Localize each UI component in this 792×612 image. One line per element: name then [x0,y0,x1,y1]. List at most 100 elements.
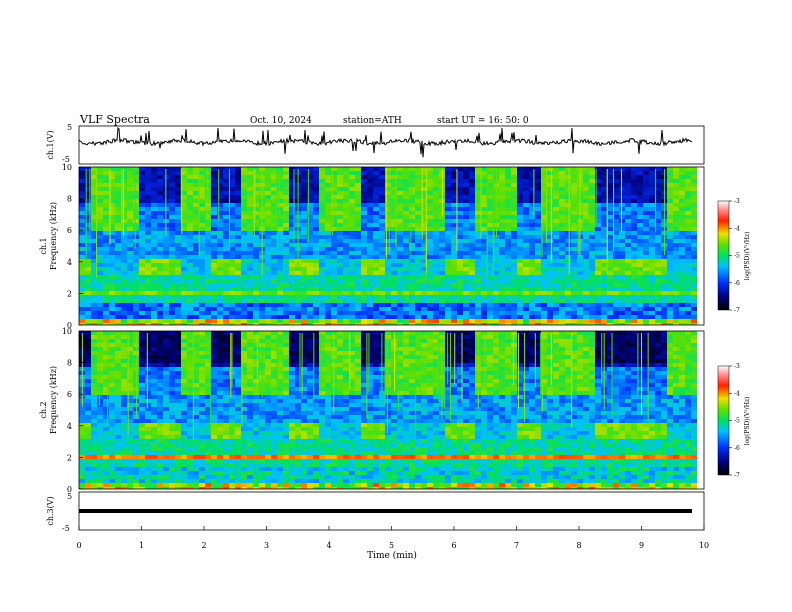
spectrogram-cell [469,295,475,299]
spectrogram-cell [601,307,607,311]
spectrogram-cell [157,243,163,247]
spectrogram-cell [169,247,175,251]
spectrogram-cell [667,291,673,295]
spectrogram-cell [667,175,673,179]
spectrogram-cell [607,291,613,295]
spectrogram-cell [667,283,673,287]
spectrogram-cell [169,255,175,259]
spectrogram-cell [661,223,667,227]
spectrogram-cell [85,363,91,367]
spectrogram-cell [115,299,121,303]
spectrogram-cell [265,215,271,219]
spectrogram-cell [175,455,181,459]
spectrogram-cell [397,219,403,223]
spectrogram-cell [673,251,679,255]
spectrogram-cell [517,283,523,287]
spectrogram-cell [163,395,169,399]
spectrogram-cell [493,291,499,295]
spectrogram-cell [529,195,535,199]
spectrogram-cell [541,231,547,235]
spectrogram-cell [175,203,181,207]
spectrogram-cell [661,311,667,315]
spectrogram-cell [535,171,541,175]
spectrogram-cell [127,191,133,195]
spectrogram-cell [475,171,481,175]
spectrogram-cell [319,171,325,175]
spectrogram-cell [601,239,607,243]
spectrogram-cell [91,183,97,187]
spectrogram-cell [121,187,127,191]
spectrogram-cell [259,279,265,283]
spectrogram-cell [421,291,427,295]
spectrogram-cell [151,219,157,223]
spectrogram-cell [583,287,589,291]
spectrogram-cell [613,251,619,255]
spectrogram-cell [229,227,235,231]
spectrogram-cell [655,231,661,235]
spectrogram-cell [481,171,487,175]
spectrogram-cell [247,307,253,311]
spectrogram-cell [205,239,211,243]
spectrogram-cell [103,251,109,255]
spectrogram-cell [139,279,145,283]
spectrogram-cell [205,271,211,275]
spectrogram-cell [427,307,433,311]
spectrogram-cell [397,171,403,175]
spectrogram-cell [661,183,667,187]
spectrogram-cell [367,179,373,183]
spectrogram-cell [253,323,259,325]
spectrogram-cell [181,203,187,207]
spectrogram-cell [469,191,475,195]
spectrogram-cell [241,211,247,215]
spectrogram-cell [661,287,667,291]
spectrogram-cell [661,195,667,199]
spectrogram-cell [583,199,589,203]
spectrogram-cell [289,255,295,259]
spectrogram-cell [583,183,589,187]
spectrogram-cell [361,191,367,195]
spectrogram-cell [553,227,559,231]
spectrogram-cell [163,279,169,283]
spectrogram-cell [511,291,517,295]
spectrogram-cell [247,291,253,295]
spectrogram-cell [631,219,637,223]
spectrogram-cell [133,415,139,419]
spectrogram-cell [391,215,397,219]
spectrogram-cell [397,271,403,275]
spectrogram-cell [97,303,103,307]
spectrogram-cell [349,199,355,203]
spectrogram-cell [493,303,499,307]
spectrogram-cell [499,179,505,183]
spectrogram-cell [373,323,379,325]
spectrogram-cell [181,215,187,219]
spectrogram-cell [163,335,169,339]
spectrogram-cell [571,299,577,303]
spectrogram-cell [235,235,241,239]
spectrogram-cell [85,435,91,439]
spectrogram-cell [157,403,163,407]
spectrogram-cell [241,319,247,323]
spectrogram-cell [139,287,145,291]
spectrogram-cell [283,219,289,223]
spectrogram-cell [463,307,469,311]
spectrogram-cell [283,263,289,267]
spectrogram-cell [469,207,475,211]
spectrogram-cell [265,311,271,315]
spectrogram-cell [295,319,301,323]
spectrogram-cell [277,295,283,299]
spectrogram-cell [193,235,199,239]
spectrogram-cell [241,311,247,315]
spectrogram-cell [229,175,235,179]
spectrogram-cell [337,235,343,239]
spectrogram-cell [157,179,163,183]
spectrogram-cell [151,439,157,443]
spectrogram-cell [433,295,439,299]
spectrogram-cell [361,239,367,243]
spectrogram-cell [643,199,649,203]
spectrogram-cell [373,295,379,299]
spectrogram-cell [139,311,145,315]
spectrogram-cell [223,179,229,183]
spectrogram-cell [271,199,277,203]
spectrogram-cell [643,263,649,267]
spectrogram-cell [337,187,343,191]
